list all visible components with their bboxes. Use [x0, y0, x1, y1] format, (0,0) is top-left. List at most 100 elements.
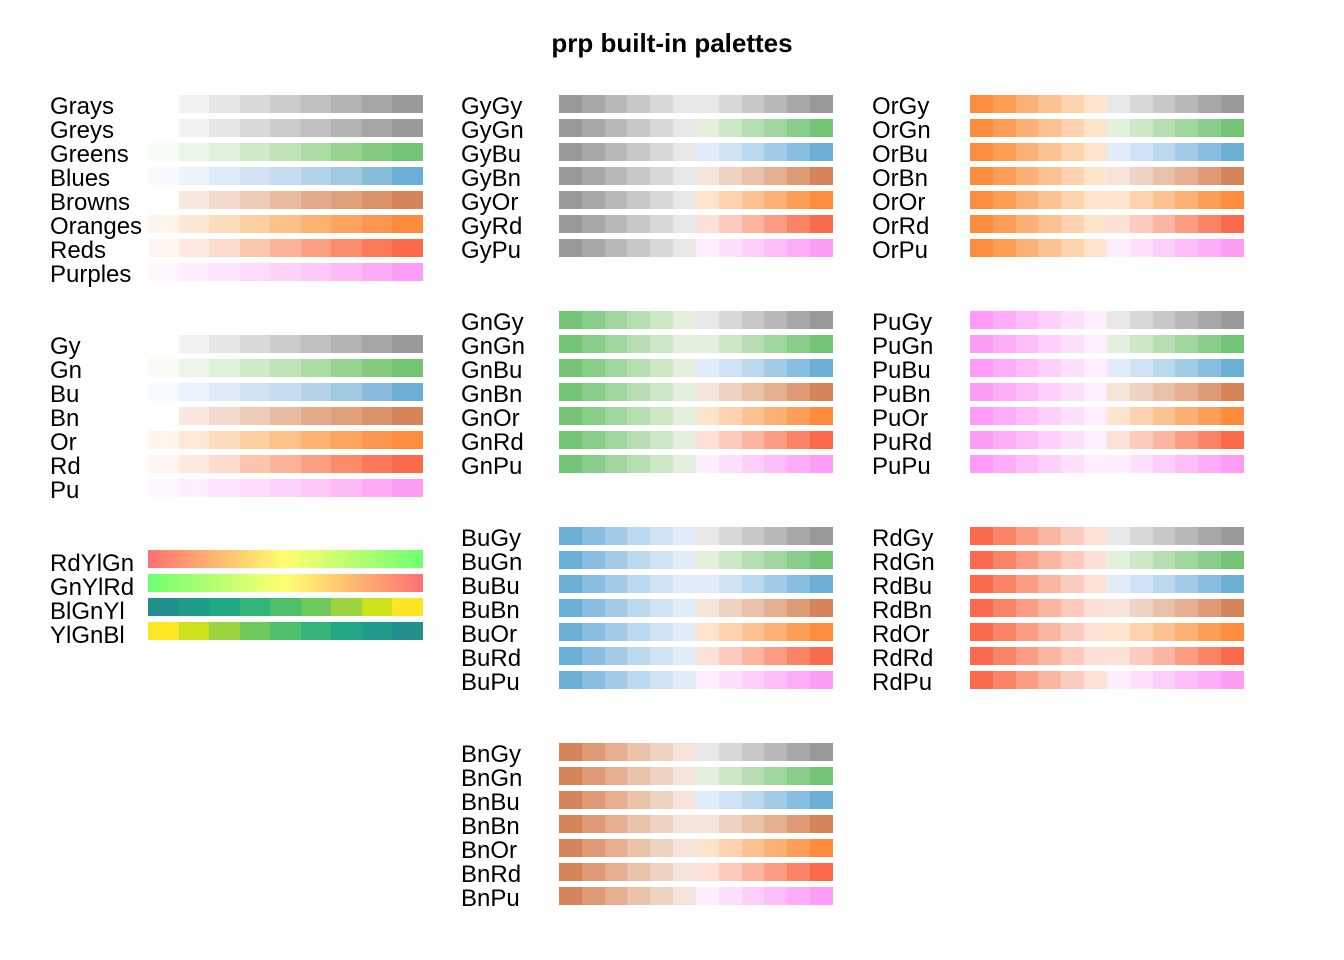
color-cell [970, 431, 993, 449]
color-cell [392, 263, 423, 281]
color-cell [239, 95, 271, 113]
color-cell [718, 407, 742, 425]
color-cell [718, 335, 742, 353]
color-cell [331, 622, 362, 640]
color-cell [1152, 623, 1176, 641]
color-cell [361, 95, 393, 113]
palette-oror-swatch [970, 191, 1244, 209]
color-cell [331, 407, 362, 425]
color-cell [650, 791, 674, 809]
color-cell [1061, 239, 1085, 257]
color-cell [810, 647, 833, 665]
color-cell [992, 215, 1016, 233]
color-cell [559, 887, 582, 905]
color-cell [1175, 455, 1199, 473]
color-cell [581, 551, 605, 569]
color-cell [1038, 95, 1062, 113]
color-cell [741, 791, 765, 809]
color-cell [300, 455, 332, 473]
palette-label: Purples [50, 261, 132, 288]
palette-label: Reds [50, 237, 107, 264]
color-cell [392, 95, 423, 113]
palette-label: Or [50, 429, 77, 456]
color-cell [148, 263, 179, 281]
color-cell [1061, 551, 1085, 569]
color-cell [787, 743, 811, 761]
color-cell [695, 623, 719, 641]
color-cell [810, 383, 833, 401]
color-cell [361, 191, 393, 209]
color-cell [1198, 95, 1222, 113]
color-cell [300, 167, 332, 185]
color-cell [673, 599, 696, 617]
color-cell [361, 167, 393, 185]
color-cell [392, 239, 423, 257]
color-cell [627, 575, 651, 593]
color-cell [604, 95, 628, 113]
color-cell [148, 431, 179, 449]
color-cell [331, 431, 362, 449]
color-cell [604, 839, 628, 857]
color-cell [1221, 599, 1244, 617]
color-cell [741, 119, 765, 137]
color-cell [331, 359, 362, 377]
color-cell [970, 383, 993, 401]
color-cell [1015, 647, 1039, 665]
color-cell [1015, 575, 1039, 593]
color-cell [392, 455, 423, 473]
color-cell [604, 455, 628, 473]
palette-gnylrd-swatch [148, 574, 423, 592]
color-cell [1038, 311, 1062, 329]
color-cell [1152, 527, 1176, 545]
color-cell [581, 887, 605, 905]
color-cell [1106, 95, 1130, 113]
color-cell [718, 767, 742, 785]
color-cell [787, 767, 811, 785]
color-cell [1129, 167, 1153, 185]
color-cell [361, 455, 393, 473]
color-cell [741, 431, 765, 449]
color-cell [787, 383, 811, 401]
color-cell [810, 815, 833, 833]
color-cell [650, 599, 674, 617]
color-cell [1198, 119, 1222, 137]
palette-label: BnGy [461, 741, 522, 768]
color-cell [581, 143, 605, 161]
color-cell [764, 671, 788, 689]
color-cell [1015, 455, 1039, 473]
palette-rdrd-swatch [970, 647, 1244, 665]
color-cell [695, 143, 719, 161]
color-cell [148, 383, 179, 401]
color-cell [1198, 359, 1222, 377]
color-cell [1152, 311, 1176, 329]
color-cell [741, 575, 765, 593]
color-cell [695, 551, 719, 569]
color-cell [178, 95, 210, 113]
color-cell [1175, 215, 1199, 233]
color-cell [1084, 335, 1107, 353]
color-cell [787, 815, 811, 833]
color-cell [559, 527, 582, 545]
color-cell [764, 767, 788, 785]
color-cell [209, 407, 240, 425]
color-cell [764, 95, 788, 113]
color-cell [392, 383, 423, 401]
color-cell [627, 887, 651, 905]
color-cell [970, 623, 993, 641]
color-cell [1084, 407, 1107, 425]
color-cell [559, 143, 582, 161]
color-cell [604, 575, 628, 593]
palette-pugn-swatch [970, 335, 1244, 353]
color-cell [970, 215, 993, 233]
color-cell [1221, 527, 1244, 545]
color-cell [1038, 119, 1062, 137]
color-cell [1221, 95, 1244, 113]
color-cell [764, 863, 788, 881]
color-cell [239, 383, 271, 401]
color-cell [718, 743, 742, 761]
color-cell [810, 335, 833, 353]
color-cell [787, 359, 811, 377]
color-cell [810, 791, 833, 809]
color-cell [270, 239, 301, 257]
color-cell [1129, 527, 1153, 545]
